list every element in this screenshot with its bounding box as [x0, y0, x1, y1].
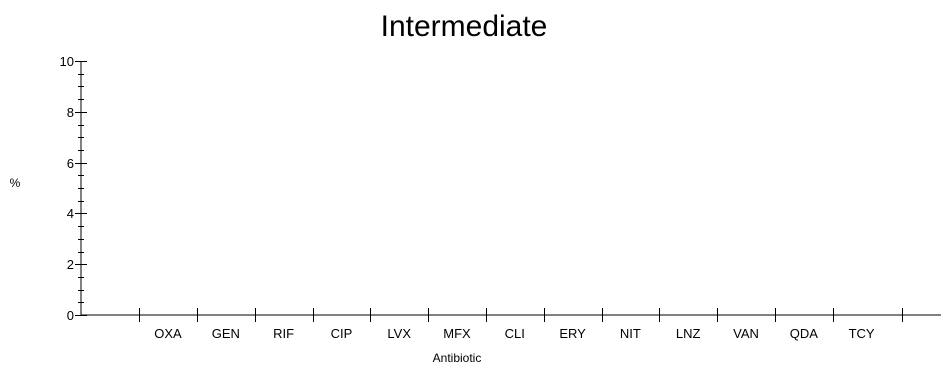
x-tick-label-lnz: LNZ — [676, 326, 701, 341]
x-tick-label-lvx: LVX — [387, 326, 411, 341]
x-tick-label-van: VAN — [733, 326, 759, 341]
x-tick-label-mfx: MFX — [443, 326, 471, 341]
chart-title: Intermediate — [381, 10, 548, 43]
x-tick-label-nit: NIT — [620, 326, 641, 341]
y-tick-label: 4 — [67, 206, 74, 221]
x-tick-label-tcy: TCY — [849, 326, 875, 341]
y-tick-label: 2 — [67, 257, 74, 272]
x-tick-label-gen: GEN — [212, 326, 240, 341]
x-tick-label-oxa: OXA — [154, 326, 182, 341]
x-tick-label-qda: QDA — [790, 326, 819, 341]
y-tick-label: 0 — [67, 308, 74, 323]
x-axis-ticks: OXA GEN RIF CIP LVX MFX CLI ERY NIT LNZ VAN QDA TCY — [139, 308, 903, 341]
y-tick-label: 6 — [67, 156, 74, 171]
x-tick-label-cip: CIP — [331, 326, 353, 341]
y-axis-ticks: 0 2 4 6 8 10 — [60, 54, 87, 323]
x-axis-label: Antibiotic — [433, 351, 482, 365]
x-tick-label-cli: CLI — [505, 326, 525, 341]
x-tick-label-rif: RIF — [273, 326, 294, 341]
y-axis-label: % — [10, 176, 21, 190]
y-tick-label: 10 — [60, 54, 74, 69]
y-tick-label: 8 — [67, 105, 74, 120]
x-tick-label-ery: ERY — [559, 326, 586, 341]
